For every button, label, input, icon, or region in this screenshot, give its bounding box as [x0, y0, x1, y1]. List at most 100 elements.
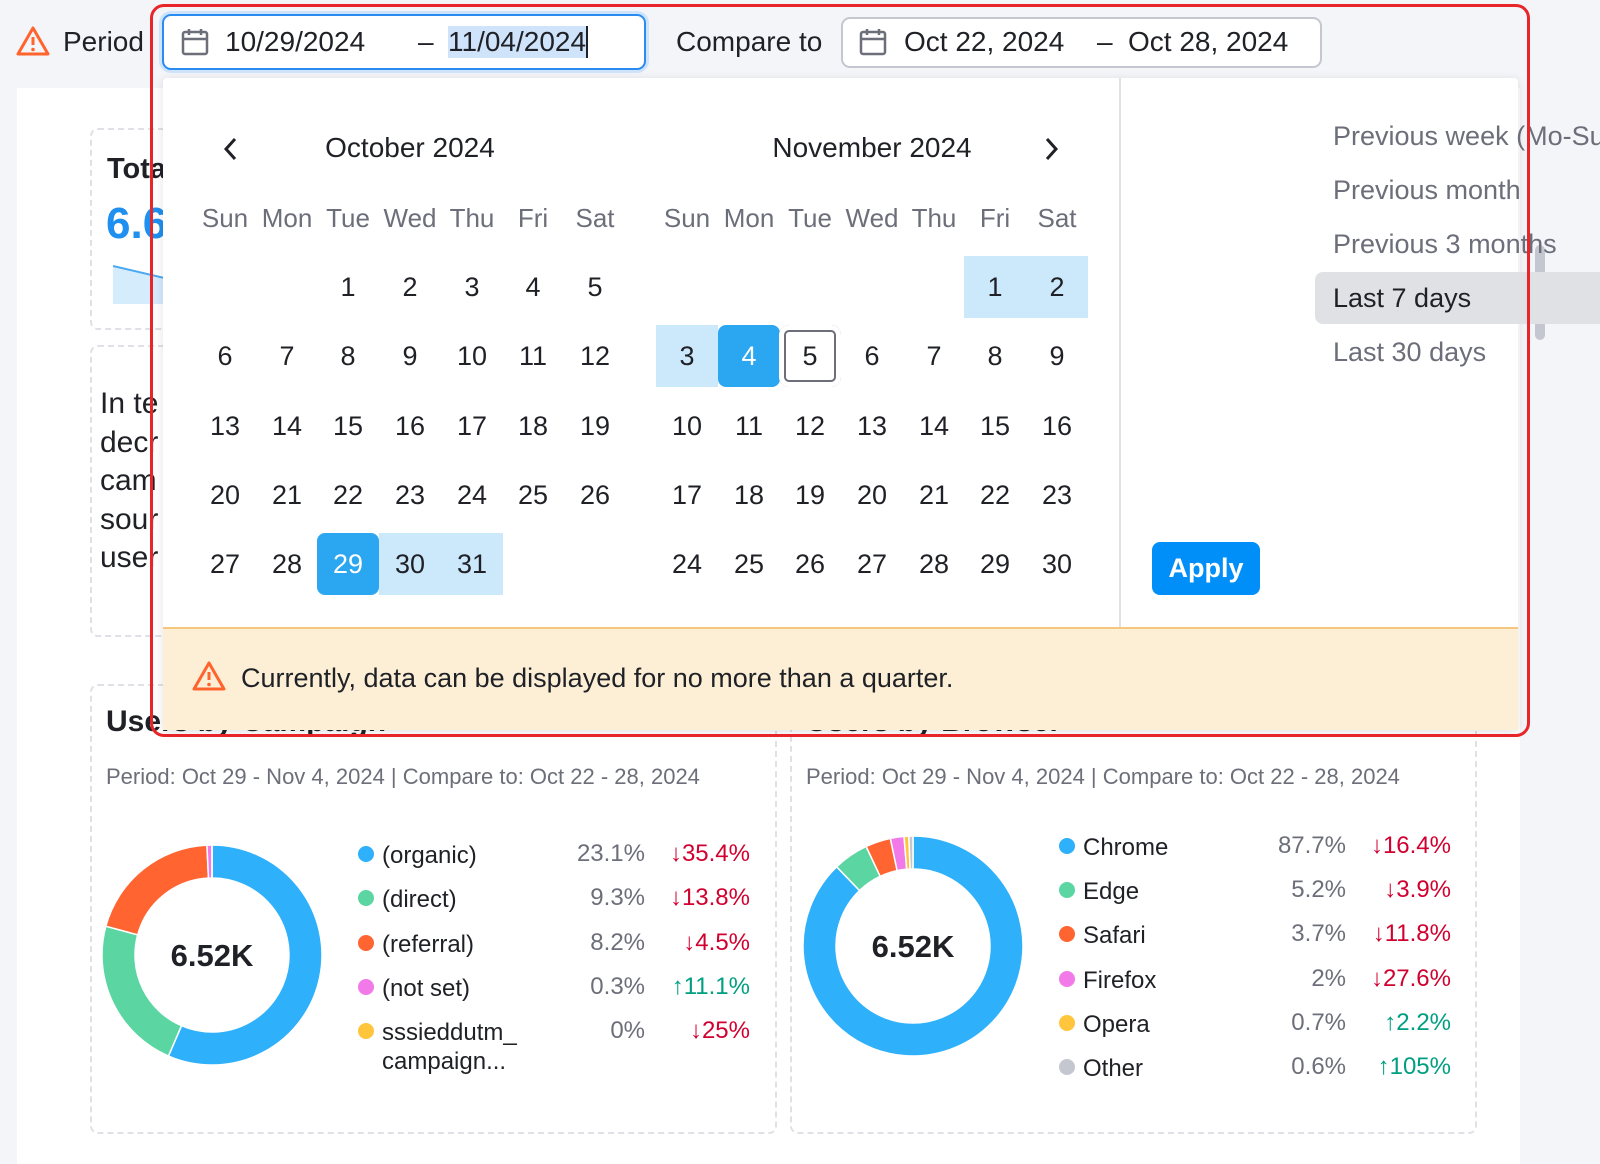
day[interactable]: 23 [1041, 479, 1073, 510]
share-value: 87.7% [1277, 832, 1346, 859]
day[interactable]: 19 [579, 410, 611, 441]
day[interactable]: 6 [864, 340, 880, 371]
day[interactable]: 17 [671, 479, 703, 510]
compare-input[interactable] [841, 17, 1322, 68]
next-month[interactable] [1041, 136, 1061, 162]
apply-button[interactable]: Apply [1152, 542, 1260, 595]
day[interactable]: 8 [340, 340, 356, 371]
preset-option[interactable]: Previous 3 months [1333, 228, 1557, 259]
day[interactable]: 16 [1041, 410, 1073, 441]
notice-bar [163, 627, 1518, 730]
weekday: Sun [201, 203, 249, 233]
day[interactable]: 10 [456, 340, 488, 371]
day[interactable]: 13 [856, 410, 888, 441]
day[interactable]: 22 [979, 479, 1011, 510]
day[interactable]: 9 [402, 340, 418, 371]
day[interactable]: 3 [464, 271, 480, 302]
day[interactable]: 20 [209, 479, 241, 510]
day[interactable]: 1 [340, 271, 356, 302]
day[interactable]: 5 [779, 325, 841, 387]
preset-option[interactable]: Last 30 days [1333, 336, 1487, 367]
day[interactable]: 25 [517, 479, 549, 510]
legend-dot [358, 1023, 374, 1040]
share-value: 0.7% [1291, 1008, 1346, 1036]
day[interactable]: 15 [979, 410, 1011, 441]
day[interactable]: 27 [856, 548, 888, 579]
day[interactable]: 18 [733, 479, 765, 510]
share-value: 0% [610, 1017, 645, 1045]
day[interactable]: 29 [979, 548, 1011, 579]
day[interactable]: 21 [918, 479, 950, 510]
period-start[interactable]: 10/29/2024 [225, 26, 366, 57]
day[interactable]: 13 [209, 410, 241, 441]
share-value: 5.2% [1291, 876, 1346, 904]
change-value: ↑105% [1377, 1053, 1451, 1080]
day[interactable]: 24 [671, 548, 703, 579]
day[interactable]: 10 [671, 410, 703, 441]
prev-month[interactable] [221, 136, 241, 162]
legend-dot [1059, 1059, 1075, 1075]
day[interactable]: 16 [394, 410, 426, 441]
day[interactable]: 23 [394, 479, 426, 510]
day[interactable]: 22 [332, 479, 364, 510]
weekday: Fri [979, 203, 1011, 233]
donut-chart: 6.52K [802, 835, 1024, 1057]
day[interactable]: 17 [456, 410, 488, 441]
legend-name: (organic) [382, 842, 477, 869]
weekday: Sat [575, 203, 615, 233]
preset-option[interactable]: Last 7 days [1315, 272, 1600, 324]
day[interactable]: 12 [794, 410, 826, 441]
weekday: Mon [723, 203, 775, 233]
day[interactable]: 28 [271, 548, 303, 579]
compare-separator: – [1097, 26, 1113, 57]
day[interactable]: 11 [518, 340, 548, 371]
day[interactable]: 7 [926, 340, 942, 371]
preset-option[interactable]: Previous month [1333, 174, 1521, 205]
day[interactable]: 11 [734, 410, 764, 441]
day[interactable]: 19 [794, 479, 826, 510]
month-title: November 2024 [772, 132, 972, 163]
day[interactable]: 26 [794, 548, 826, 579]
day-in-range[interactable]: 1 [964, 256, 1026, 318]
legend-name: Safari [1083, 922, 1146, 950]
day-in-range[interactable]: 2 [1026, 256, 1088, 318]
notice-text: Currently, data can be displayed for no … [241, 663, 954, 693]
day[interactable]: 15 [332, 410, 364, 441]
day[interactable]: 28 [918, 548, 950, 579]
day[interactable]: 5 [587, 271, 603, 302]
donut-segment [802, 835, 1024, 1057]
day[interactable]: 9 [1049, 340, 1065, 371]
share-value: 9.3% [590, 884, 645, 912]
day[interactable]: 14 [918, 410, 950, 441]
day[interactable]: 25 [733, 548, 765, 579]
day[interactable]: 26 [579, 479, 611, 510]
day[interactable]: 20 [856, 479, 888, 510]
preset-option[interactable]: Previous week (Mo-Su) [1333, 120, 1600, 151]
day[interactable]: 4 [525, 271, 541, 302]
day-selected[interactable]: 29 [317, 533, 379, 595]
day-in-range[interactable]: 30 [379, 533, 441, 595]
change-value: ↓35.4% [669, 840, 750, 867]
day[interactable]: 8 [987, 340, 1003, 371]
day[interactable]: 6 [217, 340, 233, 371]
legend-name: Edge [1083, 878, 1140, 906]
day[interactable]: 14 [271, 410, 303, 441]
day-selected[interactable]: 4 [718, 325, 780, 387]
day-in-range[interactable]: 3 [656, 325, 718, 387]
compare-start[interactable]: Oct 22, 2024 [904, 26, 1065, 57]
weekday: Wed [845, 203, 899, 233]
day[interactable]: 24 [456, 479, 488, 510]
donut-center-label: 6.52K [171, 938, 254, 973]
day[interactable]: 30 [1041, 548, 1073, 579]
compare-end[interactable]: Oct 28, 2024 [1128, 26, 1289, 57]
period-end[interactable]: 11/04/2024 [448, 26, 589, 58]
day[interactable]: 12 [579, 340, 611, 371]
day[interactable]: 18 [517, 410, 549, 441]
weekday: Thu [449, 203, 495, 233]
day[interactable]: 27 [209, 548, 241, 579]
day[interactable]: 21 [271, 479, 303, 510]
day-in-range[interactable]: 31 [441, 533, 503, 595]
day[interactable]: 7 [279, 340, 295, 371]
day[interactable]: 2 [402, 271, 418, 302]
